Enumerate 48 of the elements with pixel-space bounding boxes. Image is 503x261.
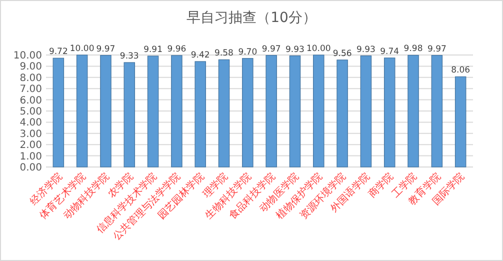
bar bbox=[336, 60, 348, 168]
bar bbox=[76, 54, 88, 168]
data-label: 9.98 bbox=[404, 44, 423, 54]
y-tick-label: 7.00 bbox=[20, 84, 42, 96]
chart-title: 早自习抽查（10分） bbox=[186, 10, 316, 26]
y-tick-label: 6.00 bbox=[20, 95, 42, 106]
bar bbox=[289, 55, 301, 168]
bar bbox=[360, 55, 372, 168]
bar bbox=[431, 55, 443, 168]
data-label: 9.93 bbox=[286, 44, 304, 55]
data-label: 9.74 bbox=[380, 46, 400, 57]
y-tick-label: 3.00 bbox=[20, 128, 42, 140]
bar bbox=[266, 55, 277, 168]
y-tick-label: 2.00 bbox=[20, 140, 42, 152]
data-label: 9.97 bbox=[427, 44, 446, 54]
bar bbox=[313, 54, 324, 168]
bar bbox=[408, 54, 419, 168]
bar bbox=[242, 58, 254, 168]
data-label: 9.96 bbox=[167, 44, 186, 54]
data-label: 9.58 bbox=[214, 48, 234, 59]
bar bbox=[194, 61, 206, 168]
data-label: 8.06 bbox=[451, 66, 470, 76]
data-label: 9.33 bbox=[120, 52, 139, 62]
data-label: 9.97 bbox=[262, 44, 281, 54]
data-label: 9.70 bbox=[238, 47, 258, 58]
bar bbox=[171, 55, 182, 168]
data-label: 9.42 bbox=[190, 50, 210, 60]
y-tick-label: 5.00 bbox=[20, 106, 42, 118]
bar bbox=[100, 55, 112, 168]
bar bbox=[52, 58, 64, 168]
data-label: 10.00 bbox=[70, 44, 94, 54]
bar bbox=[124, 62, 136, 168]
bar bbox=[454, 76, 466, 168]
data-label: 9.91 bbox=[144, 45, 163, 56]
y-tick-label: 9.00 bbox=[20, 62, 42, 73]
y-tick-label: 0.00 bbox=[20, 162, 42, 174]
data-label: 9.56 bbox=[332, 48, 352, 59]
y-tick-label: 8.00 bbox=[20, 72, 42, 84]
bar bbox=[384, 58, 396, 168]
y-tick-label: 10.00 bbox=[13, 50, 42, 62]
y-tick-label: 4.00 bbox=[20, 118, 42, 129]
data-label: 9.97 bbox=[96, 44, 116, 54]
bar bbox=[218, 59, 230, 168]
y-tick-label: 1.00 bbox=[20, 151, 42, 162]
data-label: 9.93 bbox=[356, 44, 376, 55]
bar bbox=[147, 56, 159, 168]
data-label: 9.72 bbox=[48, 47, 68, 58]
data-label: 10.00 bbox=[306, 44, 331, 54]
